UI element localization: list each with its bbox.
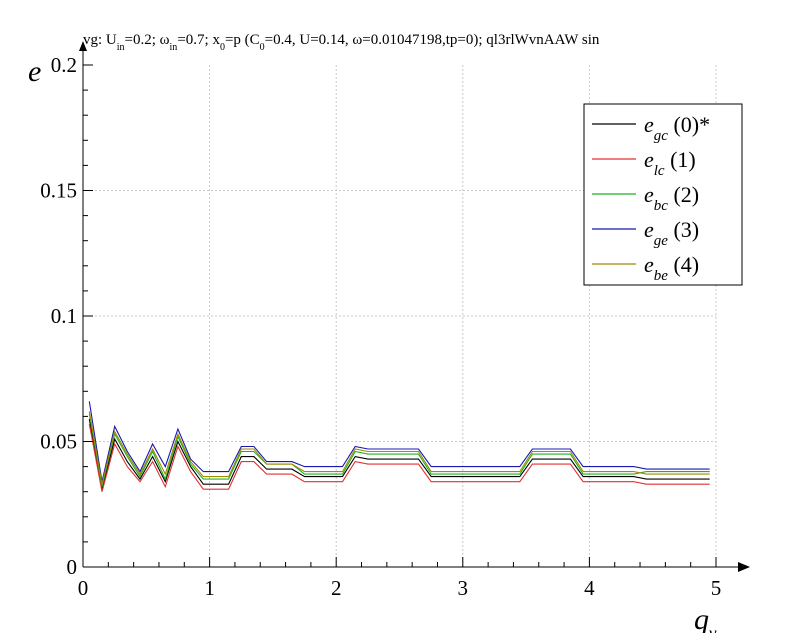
legend: egc (0)*elc (1)ebc (2)ege (3)ebe (4) — [583, 103, 743, 286]
x-tick-label: 0 — [78, 576, 89, 600]
y-tick-label: 0.2 — [51, 53, 77, 77]
legend-label-bc: ebc (2) — [644, 182, 699, 214]
x-tick-label: 5 — [711, 576, 722, 600]
ticks: 0 1 2 3 4 5 0 0.05 0.1 0.15 0.2 qγ e — [28, 53, 721, 633]
legend-label-lc: elc (1) — [644, 147, 696, 179]
series-line-lc — [88, 423, 710, 492]
series-line-be — [88, 411, 710, 485]
x-axis-arrow — [738, 562, 750, 572]
x-axis-label: qγ — [694, 603, 717, 633]
series-line-gc — [88, 418, 710, 490]
grid-lines — [83, 65, 717, 567]
chart-title: vg: Uin=0.2; ωin=0.7; x0=p (C0=0.4, U=0.… — [83, 32, 600, 53]
y-axis-arrow — [79, 41, 87, 51]
series-line-bc — [88, 413, 710, 487]
y-tick-label: 0.1 — [51, 304, 77, 328]
legend-label-gc: egc (0)* — [644, 112, 710, 144]
y-tick-label: 0.05 — [40, 430, 77, 454]
x-tick-label: 3 — [458, 576, 469, 600]
y-axis-label: e — [28, 55, 41, 88]
y-tick-label: 0 — [67, 555, 78, 579]
series-lines — [88, 401, 710, 492]
axes — [79, 41, 750, 572]
legend-label-ge: ege (3) — [644, 217, 699, 249]
y-tick-label: 0.15 — [40, 179, 77, 203]
series-line-ge — [88, 401, 710, 482]
x-tick-label: 2 — [331, 576, 342, 600]
x-tick-label: 1 — [204, 576, 215, 600]
x-tick-label: 4 — [584, 576, 595, 600]
legend-label-be: ebe (4) — [644, 252, 699, 284]
